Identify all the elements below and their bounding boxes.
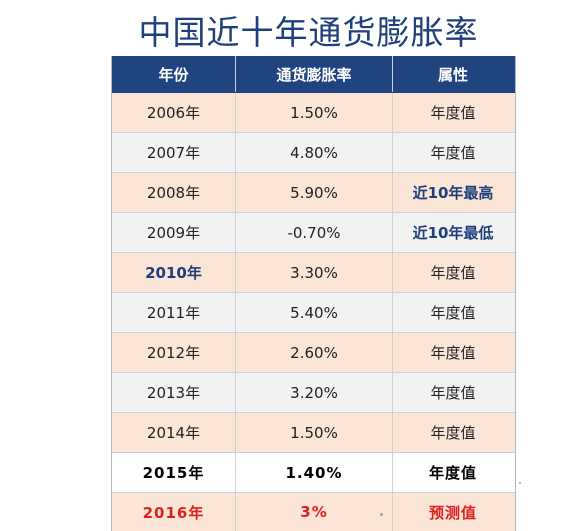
attribute-cell: 年度值 bbox=[430, 304, 476, 322]
table-row: 2012年 2.60% 年度值 bbox=[112, 333, 515, 373]
table-row: 2015年 1.40% 年度值 bbox=[112, 453, 515, 493]
year-cell: 2011年 bbox=[112, 293, 236, 332]
artifact-dot bbox=[380, 513, 383, 516]
table-row: 2007年 4.80% 年度值 bbox=[112, 133, 515, 173]
attribute-cell-forecast: 预测值 bbox=[428, 503, 477, 522]
year-cell: 2006年 bbox=[112, 93, 236, 132]
attribute-cell: 年度值 bbox=[430, 104, 476, 122]
year-cell: 2008年 bbox=[112, 173, 236, 212]
year-cell: 2014年 bbox=[112, 413, 236, 452]
table-row: 2009年 -0.70% 近10年最低 bbox=[112, 213, 515, 253]
attribute-cell: 年度值 bbox=[430, 384, 476, 402]
header-year: 年份 bbox=[112, 56, 236, 92]
rate-cell: 3.30% bbox=[236, 253, 393, 292]
attribute-cell: 年度值 bbox=[430, 264, 476, 282]
rate-cell: 1.50% bbox=[236, 413, 393, 452]
header-rate: 通货膨胀率 bbox=[236, 56, 393, 92]
attribute-cell: 年度值 bbox=[430, 424, 476, 442]
attribute-cell-lowest: 近10年最低 bbox=[412, 224, 494, 242]
rate-cell: 5.40% bbox=[236, 293, 393, 332]
attribute-cell-highest: 近10年最高 bbox=[412, 184, 494, 202]
rate-cell: 4.80% bbox=[236, 133, 393, 172]
year-cell: 2012年 bbox=[112, 333, 236, 372]
attribute-cell-bold: 年度值 bbox=[428, 464, 477, 482]
table-row-forecast: 2016年 3% 预测值 bbox=[112, 493, 515, 531]
header-attribute: 属性 bbox=[437, 65, 468, 84]
page-title: 中国近十年通货膨胀率 bbox=[138, 13, 479, 52]
rate-cell: 5.90% bbox=[236, 173, 393, 212]
year-cell: 2009年 bbox=[112, 213, 236, 252]
rate-cell: 2.60% bbox=[236, 333, 393, 372]
table-row: 2014年 1.50% 年度值 bbox=[112, 413, 515, 453]
table-row: 2006年 1.50% 年度值 bbox=[112, 93, 515, 133]
year-cell: 2007年 bbox=[112, 133, 236, 172]
attribute-cell: 年度值 bbox=[430, 144, 476, 162]
inflation-table: 年份 通货膨胀率 属性 2006年 1.50% 年度值 2007年 4.80% … bbox=[111, 56, 516, 531]
year-cell-highlight: 2010年 bbox=[112, 253, 236, 292]
year-cell-bold: 2015年 bbox=[112, 453, 236, 492]
rate-cell: 3.20% bbox=[236, 373, 393, 412]
attribute-cell: 年度值 bbox=[430, 344, 476, 362]
table-header-row: 年份 通货膨胀率 属性 bbox=[112, 56, 515, 93]
artifact-dot bbox=[519, 482, 521, 484]
table-row: 2011年 5.40% 年度值 bbox=[112, 293, 515, 333]
year-cell-forecast: 2016年 bbox=[112, 493, 236, 531]
rate-cell: 1.50% bbox=[236, 93, 393, 132]
table-row: 2010年 3.30% 年度值 bbox=[112, 253, 515, 293]
table-row: 2013年 3.20% 年度值 bbox=[112, 373, 515, 413]
rate-cell: -0.70% bbox=[236, 213, 393, 252]
rate-cell-forecast: 3% bbox=[236, 493, 393, 531]
rate-cell-bold: 1.40% bbox=[236, 453, 393, 492]
table-row: 2008年 5.90% 近10年最高 bbox=[112, 173, 515, 213]
year-cell: 2013年 bbox=[112, 373, 236, 412]
